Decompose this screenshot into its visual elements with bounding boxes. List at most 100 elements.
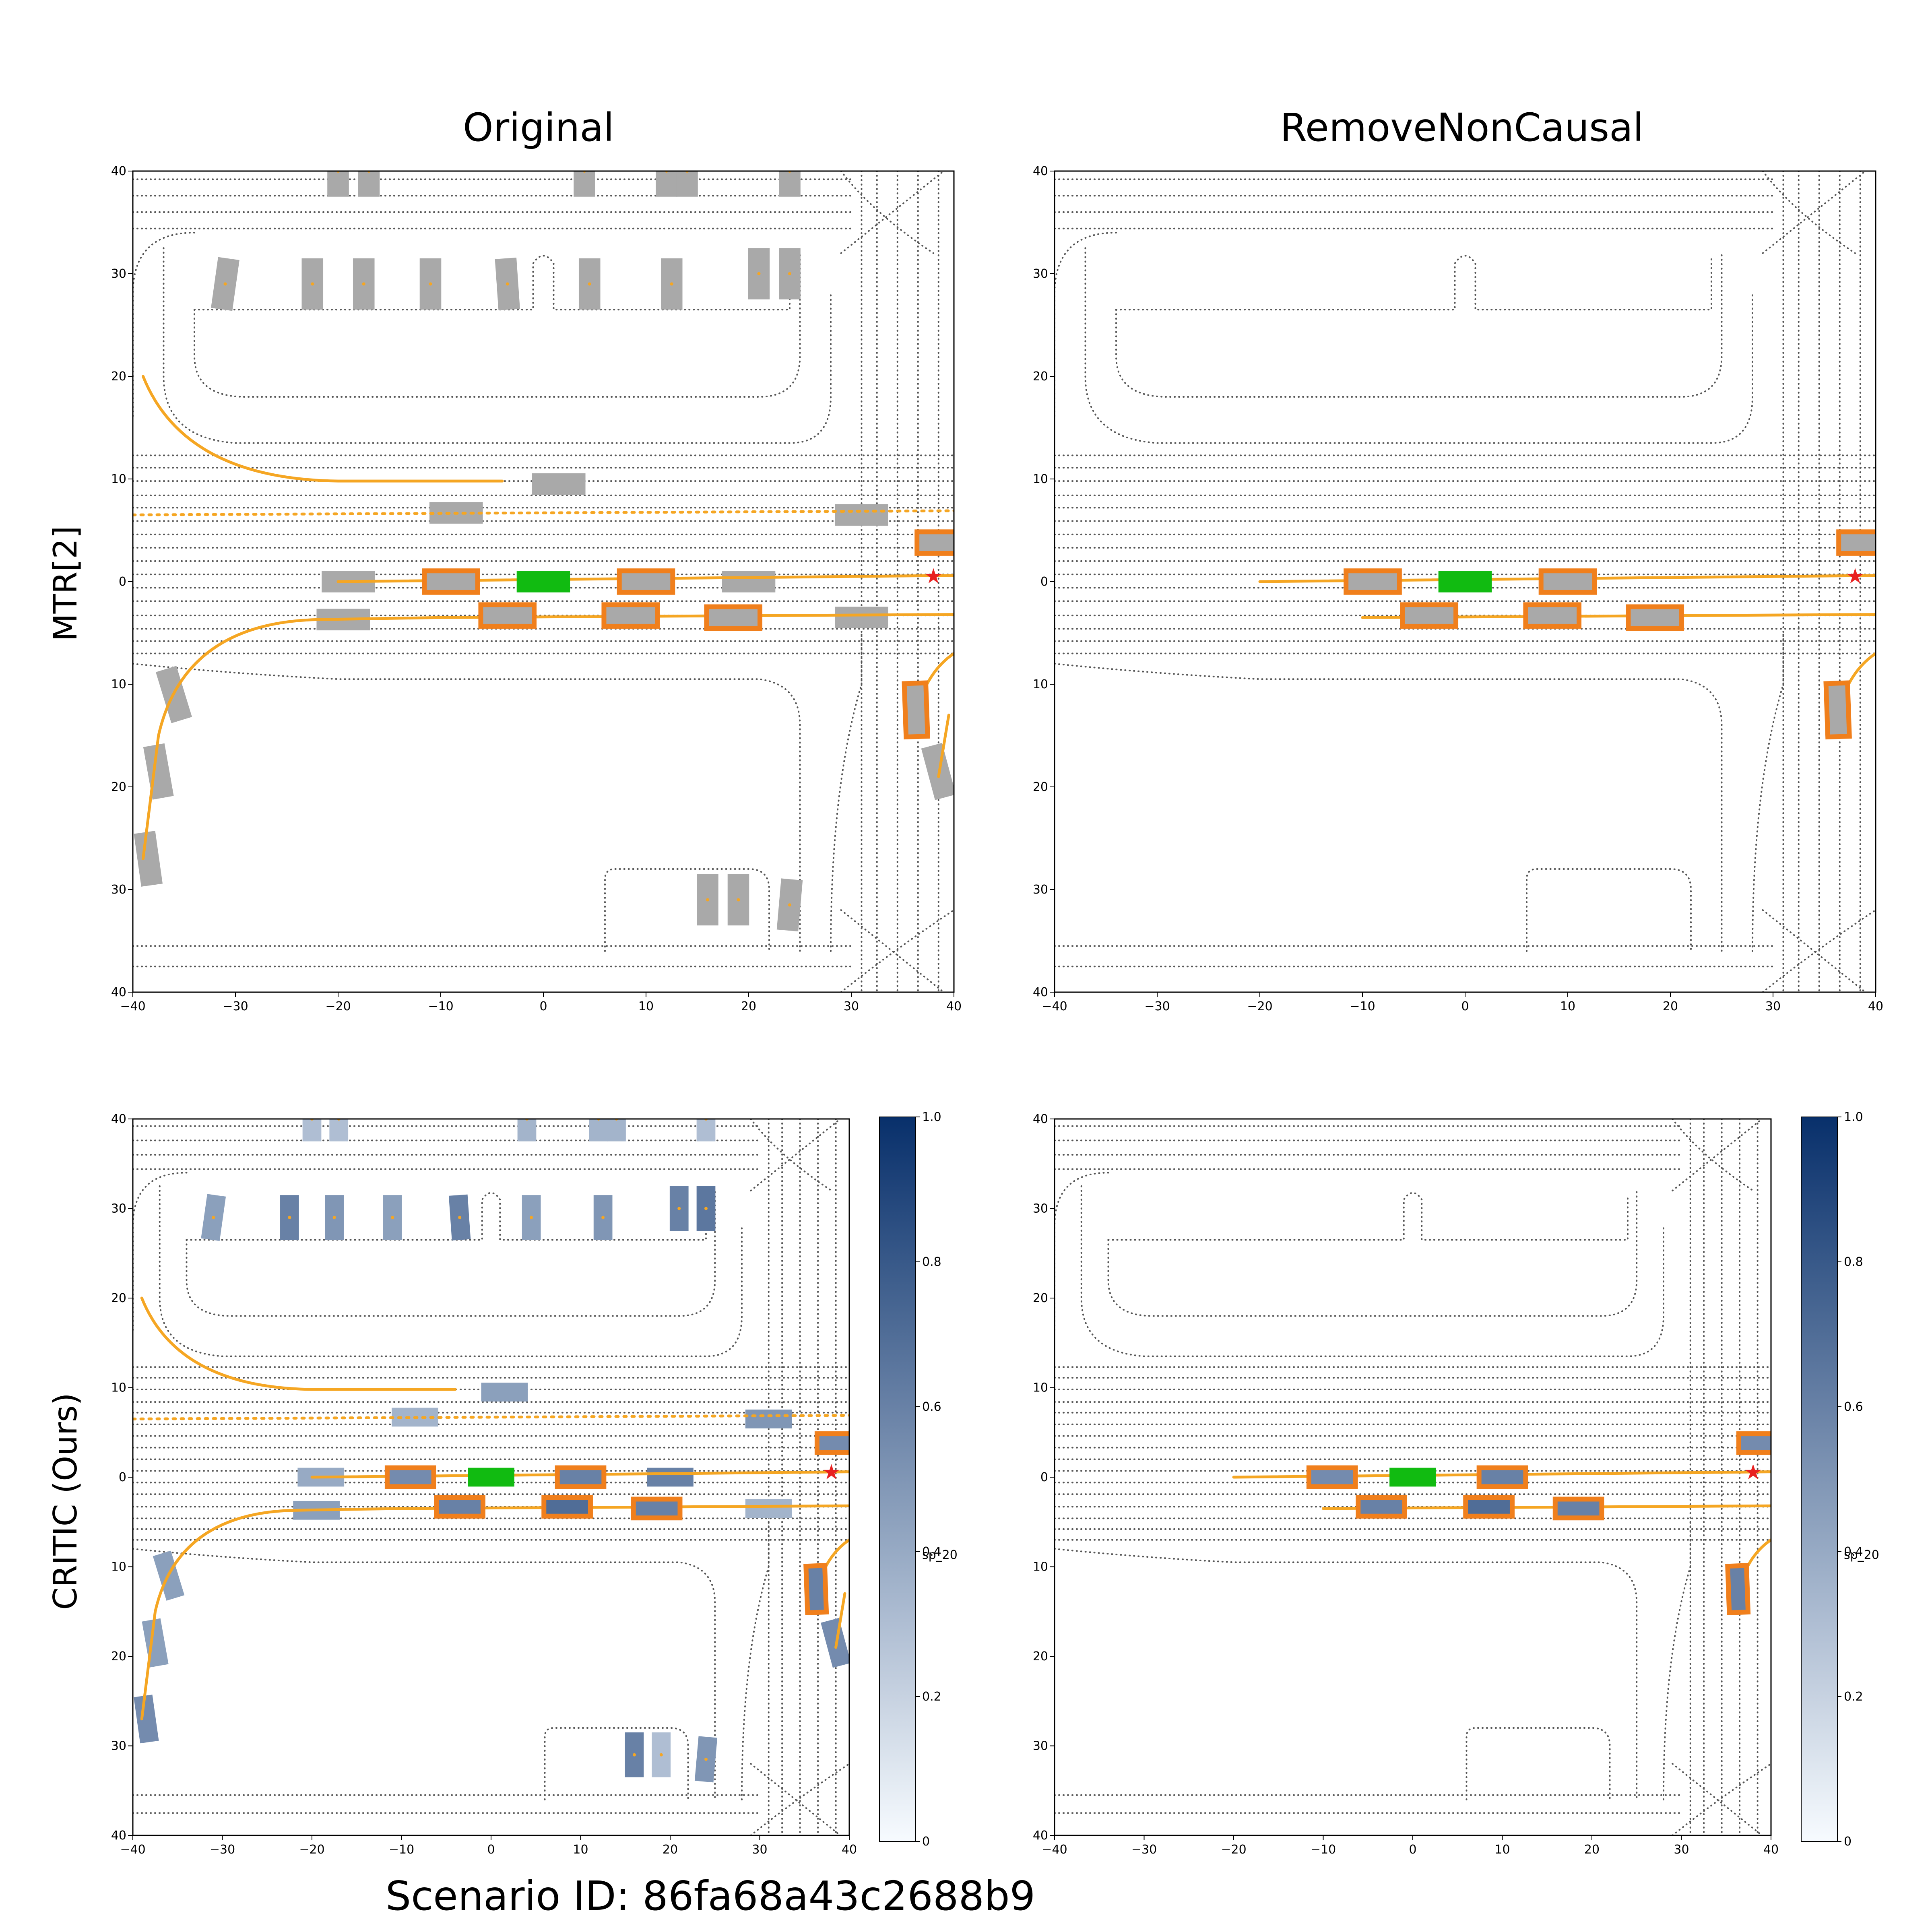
y-tick-label: 40	[111, 1112, 126, 1126]
parked-agent	[327, 171, 349, 197]
y-tick-label: 40	[111, 164, 126, 178]
y-tick-label: 10	[1033, 1381, 1048, 1395]
goal-star-icon: ★	[924, 564, 943, 588]
x-tick-label: 40	[1763, 1843, 1779, 1857]
parked-agent	[656, 171, 677, 197]
x-tick-label: 0	[539, 999, 547, 1013]
colorbar-gradient	[1801, 1117, 1838, 1842]
colorbar-tick-label: 0	[922, 1835, 930, 1849]
parked-agent	[302, 1119, 322, 1141]
y-tick-label: 0	[1040, 1470, 1048, 1484]
colorbar-tick-label: 0	[1844, 1835, 1852, 1849]
y-tick-label: 40	[1033, 1829, 1048, 1843]
panel-critic-remove-non-causal: ★ −40 −30 −20 −10 0 10 20 30 40 40 30 20 10 0 10 20 30 40	[1033, 1112, 1779, 1857]
causal-agent	[914, 529, 954, 556]
y-tick-label: 10	[1033, 472, 1048, 486]
colorbar-tick-label: 0.2	[922, 1690, 941, 1704]
causal-agent	[541, 1495, 593, 1519]
y-tick-label: 40	[111, 1829, 126, 1843]
colorbar-label: sp_20	[922, 1548, 958, 1562]
y-tick-label: 10	[111, 677, 126, 691]
non-causal-agent	[722, 571, 776, 592]
x-tick-label: 40	[946, 999, 962, 1013]
causal-agent	[1344, 568, 1402, 595]
y-tick-label: 20	[111, 780, 126, 794]
y-tick-label: 40	[1033, 164, 1048, 178]
goal-star-icon: ★	[822, 1460, 841, 1484]
y-tick-label: 20	[1033, 1291, 1048, 1305]
row-title-critic: CRITIC (Ours)	[47, 1393, 84, 1610]
colorbar-right: 1.0 0.8 0.6 0.4 0.2 0 sp_20	[1801, 1110, 1879, 1849]
column-title-original: Original	[463, 105, 614, 150]
x-tick-label: 20	[741, 999, 756, 1013]
x-tick-label: 0	[1461, 999, 1469, 1013]
x-tick-label: −30	[1131, 1843, 1157, 1857]
y-tick-label: 30	[1033, 1202, 1048, 1216]
parked-agent	[696, 1119, 716, 1141]
y-tick-label: 30	[111, 1739, 126, 1753]
causal-agent	[1836, 529, 1876, 556]
x-tick-label: −10	[1311, 1843, 1336, 1857]
x-tick-label: 20	[1663, 999, 1678, 1013]
y-tick-label: 30	[111, 1202, 126, 1216]
parked-agent	[517, 1119, 537, 1141]
x-tick-label: −30	[223, 999, 248, 1013]
causal-agent	[814, 1431, 849, 1455]
y-tick-label: 40	[111, 985, 126, 999]
colorbar-left: 1.0 0.8 0.6 0.4 0.2 0 sp_20	[879, 1110, 958, 1849]
y-tick-label: 30	[1033, 883, 1048, 897]
y-tick-label: 10	[1033, 677, 1048, 691]
y-tick-label: 10	[111, 472, 126, 486]
non-causal-agent	[134, 831, 163, 887]
causal-agent	[601, 602, 660, 629]
causal-agent	[1476, 1465, 1528, 1489]
axis-ticks: −40 −30 −20 −10 0 10 20 30 40 40 30 20 10 0 10 20 30 40	[1033, 164, 1883, 1013]
x-tick-label: 10	[573, 1843, 588, 1857]
colorbar-tick-label: 0.8	[922, 1255, 941, 1269]
x-tick-label: 0	[1409, 1843, 1416, 1857]
axis-ticks: −40 −30 −20 −10 0 10 20 30 40 40 30 20 10 0 10 20 30 40	[111, 164, 962, 1013]
causal-agent	[422, 568, 480, 595]
parked-agent	[574, 171, 595, 197]
parked-agent	[329, 1119, 349, 1141]
x-tick-label: −20	[325, 999, 351, 1013]
causal-agent	[1736, 1431, 1771, 1455]
causal-agent	[704, 604, 763, 631]
goal-star-icon: ★	[1846, 564, 1865, 588]
causal-agent	[1626, 604, 1684, 631]
x-tick-label: −10	[1350, 999, 1375, 1013]
causal-agents: ★	[1344, 529, 1876, 740]
y-tick-label: 30	[1033, 1739, 1048, 1753]
x-tick-label: 20	[663, 1843, 678, 1857]
non-causal-agent	[835, 504, 888, 526]
causal-agent	[617, 568, 675, 595]
axis-ticks: −40 −30 −20 −10 0 10 20 30 40 40 30 20 10 0 10 20 30 40	[1033, 1112, 1779, 1857]
causal-agent	[1463, 1495, 1515, 1519]
ego-vehicle	[1389, 1468, 1436, 1487]
y-tick-label: 0	[119, 1470, 126, 1484]
x-tick-label: −10	[428, 999, 453, 1013]
causal-agent	[1552, 1496, 1604, 1521]
causal-agent	[555, 1465, 607, 1489]
y-tick-label: 0	[119, 575, 126, 589]
y-tick-label: 10	[111, 1381, 126, 1395]
non-causal-agent	[134, 1695, 159, 1744]
colorbar-label: sp_20	[1844, 1548, 1879, 1562]
panel-critic-original: ★ −40 −30 −20 −10 0 10 20 30 40 40 30 20 10 0 10 20 30 40	[111, 1112, 857, 1857]
column-title-remove-non-causal: RemoveNonCausal	[1280, 105, 1643, 150]
y-tick-label: 20	[1033, 1649, 1048, 1664]
panel-mtr-remove-non-causal: ★ −40 −30 −20 −10 0 10 20 30 40 40 30 20 10 0 10 20 30 40	[1033, 164, 1883, 1013]
ego-vehicle	[468, 1468, 514, 1487]
x-tick-label: 40	[842, 1843, 857, 1857]
x-tick-label: 30	[1765, 999, 1781, 1013]
causal-agents: ★	[1306, 1431, 1771, 1615]
x-tick-label: 40	[1868, 999, 1883, 1013]
x-tick-label: 0	[487, 1843, 495, 1857]
y-tick-label: 40	[1033, 1112, 1048, 1126]
x-tick-label: −20	[1221, 1843, 1246, 1857]
non-causal-agent	[532, 473, 586, 495]
goal-star-icon: ★	[1744, 1460, 1763, 1484]
y-tick-label: 20	[1033, 369, 1048, 384]
causal-agent	[1356, 1495, 1407, 1519]
y-tick-label: 20	[111, 1291, 126, 1305]
